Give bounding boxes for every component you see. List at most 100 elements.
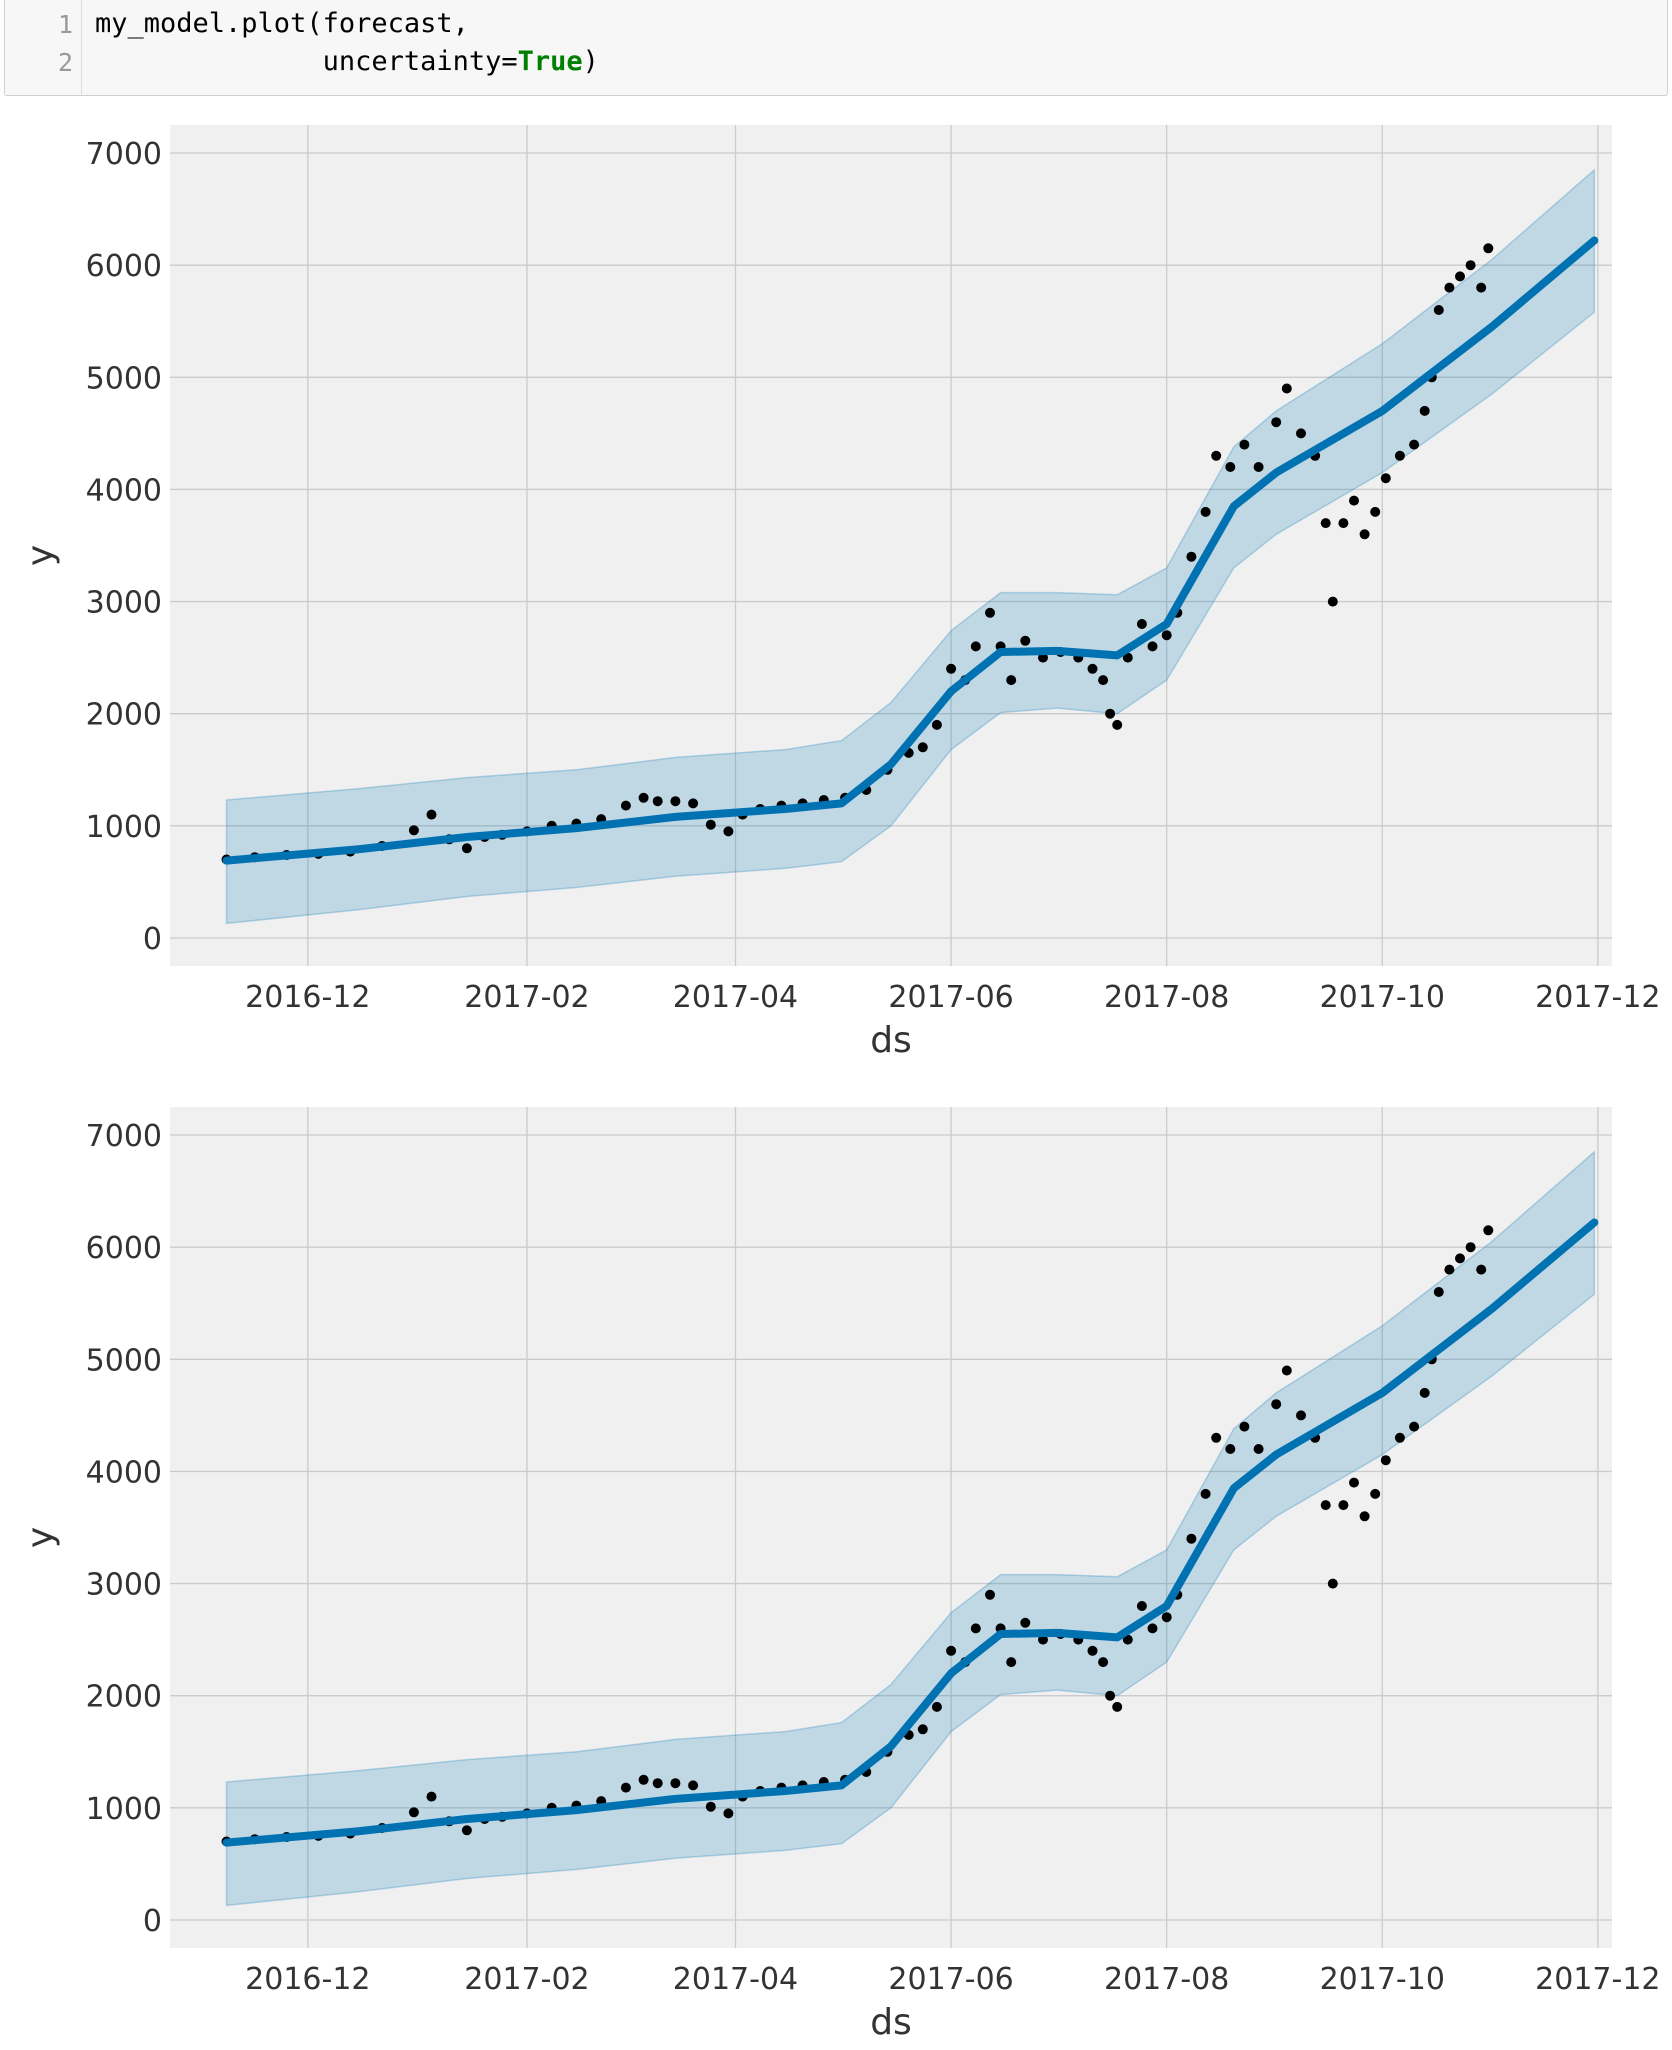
x-tick-label: 2017-02 (464, 980, 589, 1015)
observed-point (1296, 1410, 1306, 1421)
code-text: uncertainty= (95, 46, 518, 77)
y-tick-label: 1000 (86, 1792, 162, 1827)
observed-point (1409, 439, 1420, 450)
observed-point (970, 641, 981, 652)
observed-point (931, 719, 942, 730)
observed-point (1200, 506, 1211, 517)
observed-point (620, 1782, 631, 1793)
observed-point (1483, 1225, 1494, 1236)
observed-point (1136, 619, 1147, 629)
observed-point (652, 1778, 663, 1789)
observed-point (670, 1778, 681, 1789)
observed-point (1465, 260, 1476, 271)
code-keyword: True (517, 46, 583, 77)
observed-point (1239, 1421, 1250, 1432)
forecast-trend-line (222, 1218, 1599, 1847)
x-axis-label: ds (870, 1020, 912, 1060)
observed-point (1225, 462, 1236, 472)
x-tick-label: 2017-12 (1535, 980, 1660, 1015)
y-tick-label: 3000 (86, 1568, 162, 1603)
x-tick-label: 2017-10 (1320, 980, 1445, 1015)
observed-point (688, 1780, 699, 1791)
y-tick-label: 4000 (86, 473, 162, 508)
y-tick-label: 1000 (86, 810, 162, 845)
code-line-1[interactable]: my_model.plot(forecast, (95, 8, 469, 39)
observed-point (1327, 596, 1338, 607)
observed-point (620, 800, 631, 811)
observed-point (917, 742, 928, 753)
forecast-chart-2: 0 1000 2000 3000 4000 5000 6000 7000 2016-12 2017… (20, 1107, 1661, 2043)
code-cell[interactable]: 1 2 my_model.plot(forecast, uncertainty=… (4, 0, 1668, 96)
observed-point (1098, 1657, 1109, 1668)
observed-point (1253, 462, 1264, 472)
observed-point (1271, 417, 1282, 428)
observed-point (408, 825, 419, 836)
observed-point (408, 1807, 419, 1818)
observed-point (1147, 641, 1158, 652)
observed-point (723, 826, 734, 837)
y-tick-label: 5000 (86, 1343, 162, 1378)
observed-point (1253, 1444, 1264, 1454)
observed-point (1349, 495, 1359, 506)
observed-point (1161, 630, 1172, 641)
observed-point (1186, 1533, 1197, 1544)
observed-point (461, 843, 472, 854)
observed-point (1105, 1690, 1116, 1701)
y-tick-label: 6000 (86, 249, 162, 284)
observed-point (1380, 473, 1391, 484)
code-text: ) (582, 46, 599, 77)
y-tick-label: 2000 (86, 698, 162, 733)
code-line-2[interactable]: uncertainty=True) (95, 46, 599, 77)
x-tick-label: 2017-04 (673, 1962, 798, 1997)
observed-point (426, 1791, 437, 1802)
observed-point (985, 607, 995, 618)
observed-point (1186, 551, 1197, 562)
x-tick-label: 2017-08 (1104, 1962, 1229, 1997)
observed-point (1444, 1264, 1455, 1275)
x-tick-label: 2016-12 (245, 1962, 370, 1997)
observed-point (1338, 1500, 1349, 1511)
observed-point (1327, 1578, 1338, 1589)
observed-point (638, 1774, 649, 1785)
y-tick-label: 4000 (86, 1455, 162, 1490)
observed-point (1419, 1387, 1430, 1398)
y-tick-label: 7000 (86, 1119, 162, 1154)
observed-point (1098, 675, 1109, 686)
observed-point (1200, 1488, 1211, 1499)
observed-point (638, 792, 649, 803)
observed-point (1147, 1623, 1158, 1634)
x-tick-label: 2017-06 (888, 980, 1013, 1015)
observed-point (688, 798, 699, 809)
observed-point (1281, 383, 1292, 394)
observed-point (1465, 1242, 1476, 1253)
y-tick-label: 0 (143, 1904, 162, 1939)
observed-point (1359, 529, 1370, 540)
observed-point (1112, 1701, 1123, 1712)
observed-point (946, 663, 957, 674)
observed-point (1105, 708, 1116, 719)
x-tick-label: 2016-12 (245, 980, 370, 1015)
observed-point (1006, 1657, 1017, 1668)
x-axis-label: ds (870, 2002, 912, 2043)
observed-point (1338, 518, 1349, 529)
observed-point (1433, 305, 1444, 315)
observed-point (1122, 652, 1133, 663)
x-tick-label: 2017-06 (888, 1962, 1013, 1997)
observed-point (1271, 1399, 1282, 1410)
observed-point (1394, 450, 1405, 461)
y-tick-label: 7000 (86, 137, 162, 172)
line-number-gutter: 1 2 (5, 0, 82, 95)
observed-point (426, 809, 437, 820)
forecast-chart-1: 0 1000 2000 3000 4000 5000 6000 7000 2016-12 2017… (20, 125, 1661, 1060)
observed-point (705, 1801, 716, 1812)
x-tick-label: 2017-12 (1535, 1962, 1660, 1997)
observed-point (1419, 405, 1430, 416)
observed-point (1006, 675, 1017, 686)
observed-point (1161, 1612, 1172, 1623)
observed-point (1087, 1645, 1098, 1656)
observed-point (1409, 1421, 1420, 1432)
observed-point (1380, 1455, 1391, 1466)
observed-point (1136, 1601, 1147, 1611)
observed-point (705, 819, 716, 830)
observed-point (723, 1808, 734, 1819)
